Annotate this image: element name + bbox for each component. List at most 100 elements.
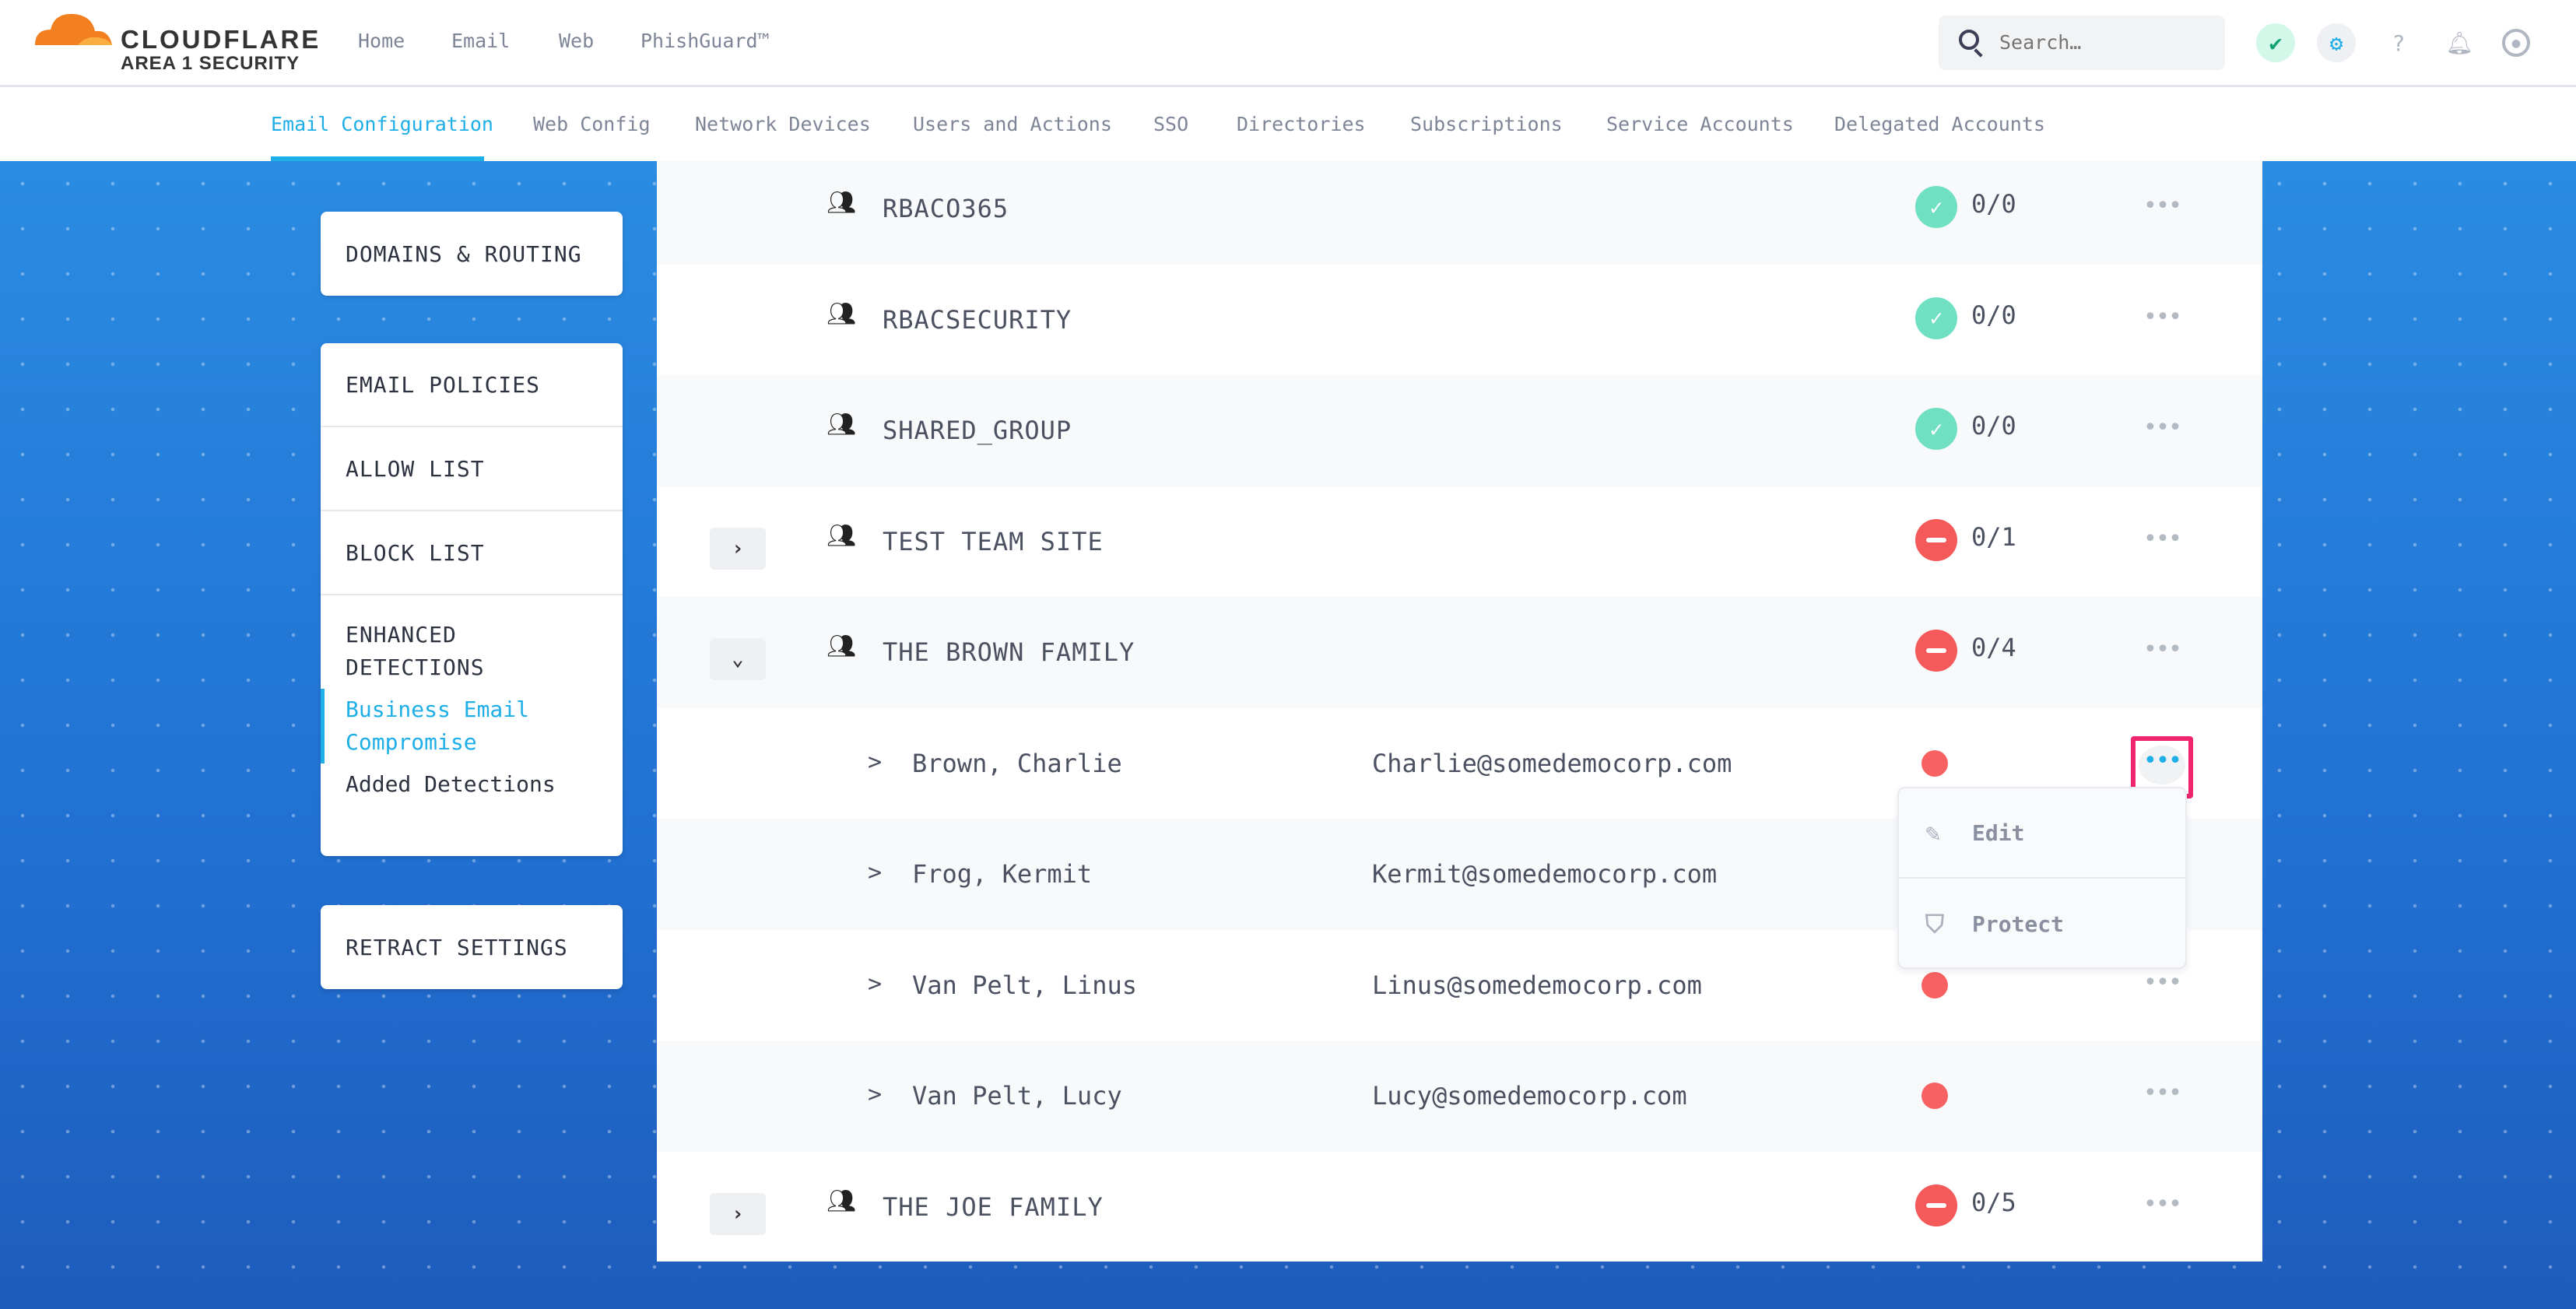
brand-name: CLOUDFLARE [121,25,321,54]
group-icon: 👥︎ [826,411,857,438]
group-name: SHARED_GROUP [883,416,1072,445]
user-email: Kermit@somedemocorp.com [1372,859,1718,889]
member-count: 0/0 [1971,411,2016,440]
tab-email-configuration[interactable]: Email Configuration [271,113,493,135]
more-options-button[interactable]: ••• [2143,414,2182,441]
more-options-button[interactable]: ••• [2143,192,2182,219]
check-icon: ✓ [1915,297,1957,339]
tab-web-config[interactable]: Web Config [533,113,651,135]
member-count: 0/1 [1971,521,2016,552]
tab-network-devices[interactable]: Network Devices [695,113,871,135]
group-row[interactable]: 👥︎ RBACO365 ✓ 0/0 ••• [657,161,2262,265]
bell-icon[interactable]: 🔔︎ [2445,30,2473,56]
nav-home[interactable]: Home [358,30,405,52]
cloud-icon [35,13,112,45]
help-icon[interactable]: ? [2392,30,2406,56]
shield-icon: ⛉ [1925,908,1945,939]
group-name: RBACO365 [883,194,1009,223]
sidebar-item-allow-list[interactable]: ALLOW LIST [321,427,623,511]
user-email: Linus@somedemocorp.com [1372,970,1702,1000]
more-options-button[interactable]: ••• [2143,968,2182,996]
sidebar-item-domains-routing[interactable]: DOMAINS & ROUTING [346,240,582,267]
minus-icon [1915,630,1957,672]
more-options-button[interactable]: ••• [2143,303,2182,331]
check-icon: ✓ [1915,186,1957,228]
tab-directories[interactable]: Directories [1237,113,1366,135]
group-name: THE BROWN FAMILY [883,637,1135,667]
gear-icon[interactable]: ⚙ [2317,23,2356,62]
more-options-button[interactable]: ••• [2139,745,2185,784]
sidebar-card-retract: RETRACT SETTINGS [321,905,623,989]
more-options-button[interactable]: ••• [2143,1190,2182,1218]
expand-button[interactable]: › [710,1192,766,1235]
group-icon: 👥︎ [826,521,857,549]
brand-subtitle: AREA 1 SECURITY [121,53,300,74]
tab-users-and-actions[interactable]: Users and Actions [913,113,1112,135]
nav-web[interactable]: Web [559,30,595,52]
sidebar-item-block-list[interactable]: BLOCK LIST [321,511,623,595]
sidebar-item-retract-settings[interactable]: RETRACT SETTINGS [346,934,568,960]
tab-delegated-accounts[interactable]: Delegated Accounts [1834,113,2045,135]
sidebar-item-added-detections[interactable]: Added Detections [346,771,556,797]
sidebar-card-domains: DOMAINS & ROUTING [321,212,623,296]
search-input[interactable] [1999,26,2209,58]
group-row[interactable]: ⌄ 👥︎ THE BROWN FAMILY 0/4 ••• [657,597,2262,708]
user-name: Van Pelt, Linus [912,970,1137,1000]
chevron-right-icon[interactable]: > [868,748,883,776]
pencil-icon: ✎ [1925,818,1941,848]
group-icon: 👥︎ [826,300,857,328]
directory-list: 👥︎ RBACO365 ✓ 0/0 ••• 👥︎ RBACSECURITY ✓ 0/0 ••• 👥︎… [657,161,2262,1262]
user-row[interactable]: > Brown, Charlie Charlie@somedemocorp.com •… [657,708,2262,819]
user-email: Charlie@somedemocorp.com [1372,748,1732,778]
nav-phishguard[interactable]: PhishGuard™ [640,30,770,52]
tab-service-accounts[interactable]: Service Accounts [1606,113,1794,135]
cloudflare-logo[interactable]: CLOUDFLARE AREA 1 SECURITY [31,6,318,76]
user-name: Frog, Kermit [912,859,1093,889]
chevron-right-icon[interactable]: > [868,1081,883,1108]
group-name: RBACSECURITY [883,304,1072,335]
user-row[interactable]: > Van Pelt, Linus Linus@somedemocorp.com ••… [657,930,2262,1041]
group-icon: 👥︎ [826,1187,857,1215]
group-name: THE JOE FAMILY [883,1191,1104,1222]
user-email: Lucy@somedemocorp.com [1372,1081,1687,1111]
more-options-button[interactable]: ••• [2143,525,2182,553]
sidebar-item-business-email-compromise[interactable]: Business Email Compromise [321,689,623,763]
menu-item-protect[interactable]: ⛉ Protect [1899,879,2185,969]
expand-button[interactable]: › [710,527,766,570]
status-dot [1921,1083,1948,1109]
user-name: Brown, Charlie [912,748,1122,778]
menu-item-edit[interactable]: ✎ Edit [1899,788,2185,879]
status-dot [1921,971,1948,998]
user-icon[interactable]: ● [2502,29,2530,57]
collapse-button[interactable]: ⌄ [710,638,766,680]
search-box[interactable] [1939,16,2225,70]
sub-navigation: Email Configuration Web Config Network D… [0,89,2576,161]
group-name: TEST TEAM SITE [883,526,1104,556]
sidebar-item-email-policies[interactable]: EMAIL POLICIES [321,343,623,427]
context-menu: ✎ Edit ⛉ Protect [1897,787,2187,969]
status-dot [1921,749,1948,777]
tab-sso[interactable]: SSO [1153,113,1189,135]
shield-check-icon[interactable]: ✔ [2256,23,2295,62]
group-icon: 👥︎ [826,189,857,216]
member-count: 0/4 [1971,633,2016,662]
search-icon [1959,30,1979,50]
more-options-button[interactable]: ••• [2143,1079,2182,1107]
nav-email[interactable]: Email [451,30,511,52]
group-row[interactable]: › 👥︎ TEST TEAM SITE 0/1 ••• [657,486,2262,598]
minus-icon [1915,1184,1957,1227]
user-row[interactable]: > Van Pelt, Lucy Lucy@somedemocorp.com ••• [657,1041,2262,1152]
more-options-button[interactable]: ••• [2143,636,2182,663]
check-icon: ✓ [1915,408,1957,450]
group-row[interactable]: 👥︎ RBACSECURITY ✓ 0/0 ••• [657,265,2262,376]
tab-subscriptions[interactable]: Subscriptions [1410,113,1563,135]
chevron-right-icon[interactable]: > [868,970,883,998]
group-row[interactable]: 👥︎ SHARED_GROUP ✓ 0/0 ••• [657,375,2262,486]
member-count: 0/0 [1971,300,2016,330]
group-icon: 👥︎ [826,633,857,660]
active-tab-indicator [271,156,484,161]
group-row[interactable]: › 👥︎ THE JOE FAMILY 0/5 ••• [657,1152,2262,1262]
top-header: CLOUDFLARE AREA 1 SECURITY Home Email We… [0,0,2576,87]
sidebar-item-enhanced-detections[interactable]: ENHANCED DETECTIONS [346,622,485,680]
chevron-right-icon[interactable]: > [868,859,883,886]
